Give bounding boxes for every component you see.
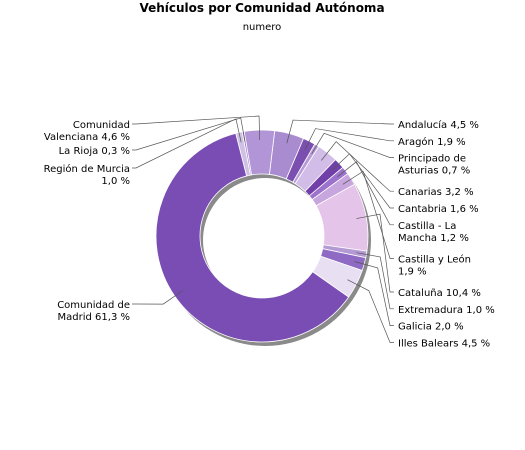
leader-line-extremadura xyxy=(356,252,394,310)
label-galicia: Galicia 2,0 % xyxy=(398,322,464,333)
label-andalucia: Andalucía 4,5 % xyxy=(398,119,479,131)
leader-line-principado-de-asturias xyxy=(311,132,394,158)
leader-line-aragon xyxy=(304,128,394,151)
label-extremadura: Extremadura 1,0 % xyxy=(398,305,495,316)
chart-title: Vehículos por Comunidad Autónoma xyxy=(139,1,384,15)
leader-line-canarias xyxy=(321,141,394,192)
leader-line-andalucia xyxy=(286,119,394,144)
leader-line-region-de-murcia xyxy=(132,118,242,169)
leader-lines xyxy=(132,115,394,343)
leader-line-cantabria xyxy=(331,153,394,209)
leader-line-comunidad-valenciana xyxy=(132,115,261,141)
label-illes-balears: Illes Balears 4,5 % xyxy=(398,338,490,349)
label-principado-de-asturias: Principado de Asturias 0,7 % xyxy=(398,154,470,177)
leader-line-illes-balears xyxy=(347,279,394,343)
label-la-rioja: La Rioja 0,3 % xyxy=(59,146,130,157)
chart-subtitle: numero xyxy=(243,22,282,33)
leader-line-castilla-la-mancha xyxy=(337,161,394,226)
label-cataluna: Cataluña 10,4 % xyxy=(398,288,481,299)
slice-comunidad-valenciana xyxy=(243,129,276,176)
leader-line-la-rioja xyxy=(132,117,246,151)
leader-line-comunidad-de-madrid xyxy=(132,290,184,305)
label-comunidad-valenciana: Comunidad Valenciana 4,6 % xyxy=(44,120,130,143)
label-aragon: Aragón 1,9 % xyxy=(398,136,466,148)
label-canarias: Canarias 3,2 % xyxy=(398,187,474,198)
label-comunidad-de-madrid: Comunidad de Madrid 61,3 % xyxy=(57,300,130,323)
label-castilla-y-leon: Castilla y León 1,9 % xyxy=(398,253,471,277)
label-cantabria: Cantabria 1,6 % xyxy=(398,204,479,215)
leader-line-cataluna xyxy=(356,213,394,293)
donut-slices xyxy=(155,129,369,343)
leader-line-galicia xyxy=(354,261,394,326)
slice-labels: Andalucía 4,5 % Aragón 1,9 % Principado de… xyxy=(44,119,495,349)
label-castilla-la-mancha: Castilla - La Mancha 1,2 % xyxy=(398,221,469,244)
label-region-de-murcia: Región de Murcia 1,0 % xyxy=(44,163,130,187)
slice-comunidad-de-madrid xyxy=(155,132,350,343)
